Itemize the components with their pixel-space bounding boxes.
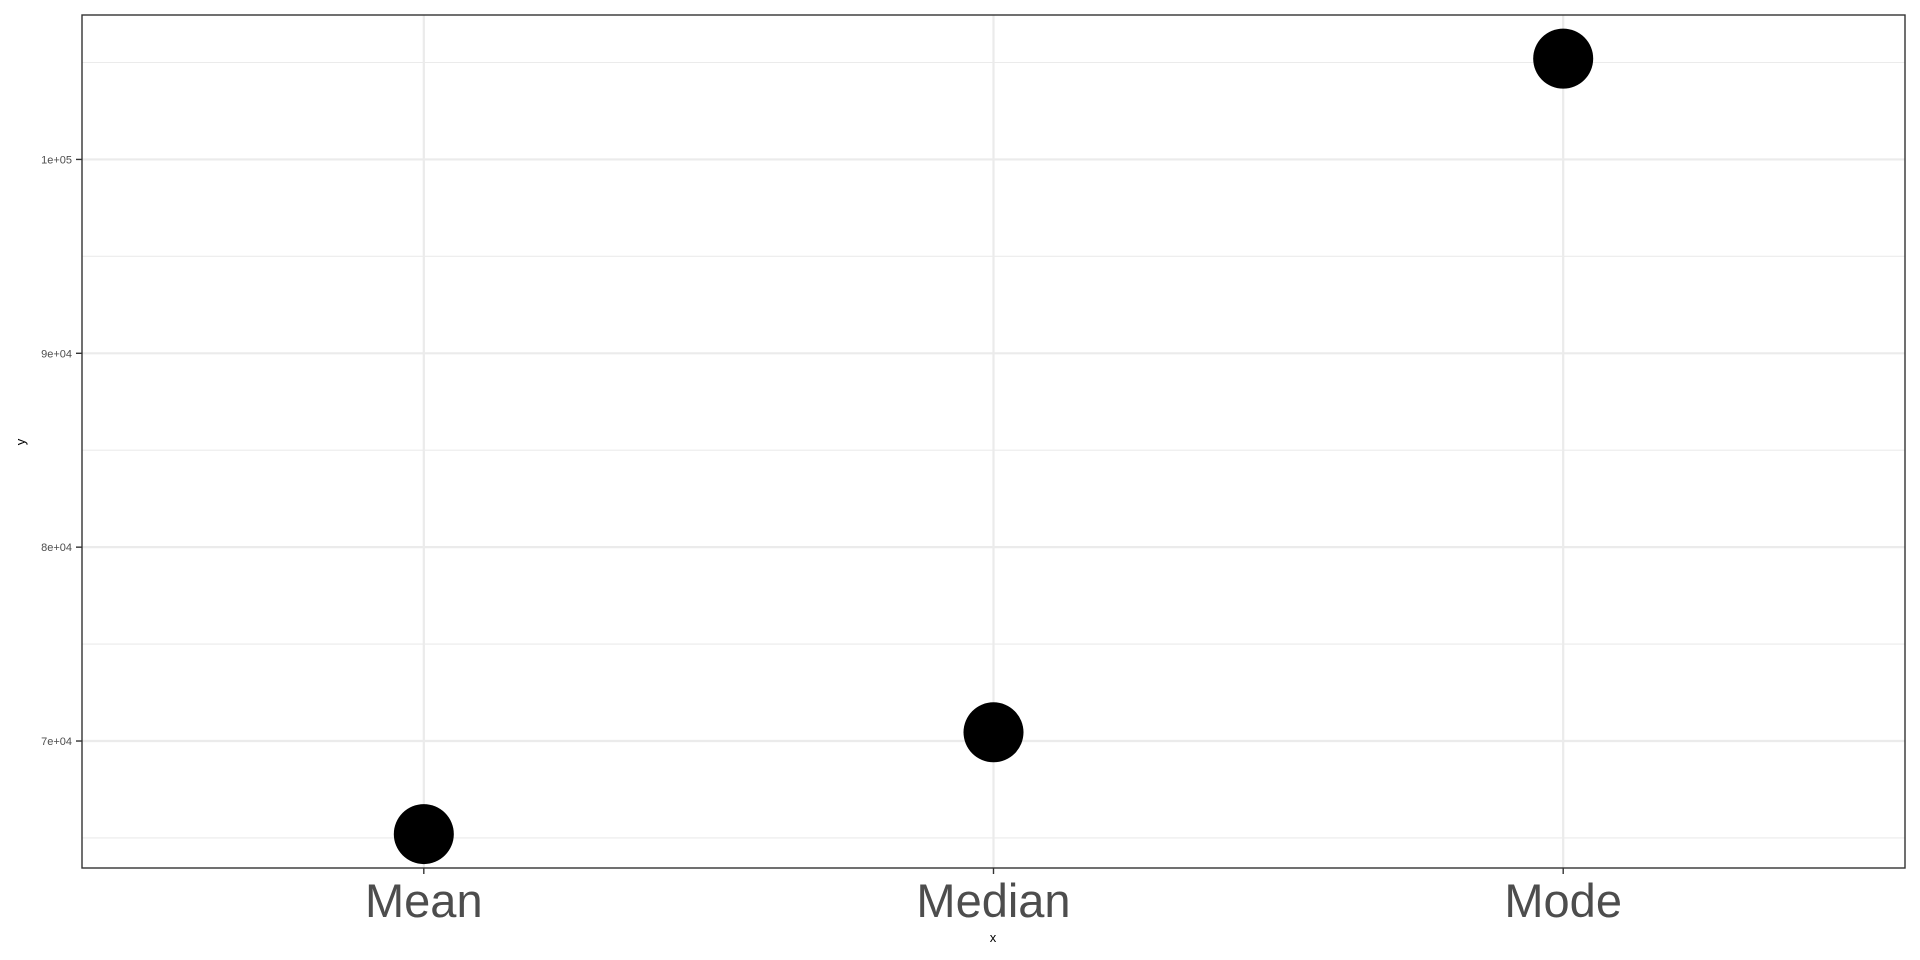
x-tick-label: Mean: [365, 874, 483, 927]
data-point: [963, 702, 1024, 763]
x-tick-label: Median: [916, 874, 1070, 927]
y-tick-label: 8e+04: [41, 542, 72, 554]
data-points: [393, 28, 1594, 865]
axis-ticks: 7e+04 8e+04 9e+04 1e+05 Mean Median Mode: [41, 154, 1622, 927]
y-tick-label: 7e+04: [41, 736, 72, 748]
data-point: [1533, 28, 1594, 89]
data-point: [393, 804, 454, 865]
y-axis-title: y: [13, 438, 28, 445]
x-tick-label: Mode: [1504, 874, 1622, 927]
y-tick-label: 9e+04: [41, 348, 72, 360]
y-tick-label: 1e+05: [41, 154, 72, 166]
x-axis-title: x: [990, 930, 997, 945]
